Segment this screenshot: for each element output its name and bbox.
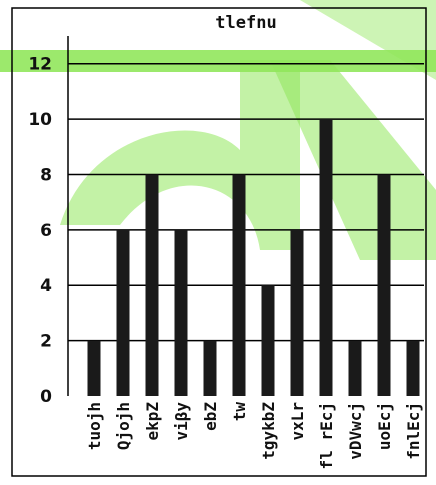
y-tick-label: 8 — [40, 165, 52, 185]
bar — [290, 229, 304, 396]
y-tick-label: 4 — [40, 276, 52, 296]
y-tick-label: 12 — [28, 55, 52, 75]
bar — [232, 174, 246, 396]
watermark-wedge — [300, 0, 436, 80]
bars — [87, 119, 420, 397]
bar — [406, 340, 420, 396]
x-tick-label: viβy — [172, 402, 191, 441]
x-tick-label: tw — [230, 402, 249, 422]
bar — [87, 340, 101, 396]
y-tick-label: 2 — [40, 332, 52, 352]
y-tick-label: 10 — [28, 110, 52, 130]
x-tick-label: ekpZ — [143, 402, 162, 441]
watermark-logo — [0, 0, 436, 260]
x-tick-label: tgykbZ — [259, 402, 278, 460]
chart-title: tlefnu — [215, 13, 276, 33]
bar — [145, 174, 159, 396]
x-axis-ticks: tuojh Qjojh ekpZ viβy ebZ tw tgykbZ vxLr fl rEcj… — [85, 402, 423, 470]
x-tick-label: fnlEcj — [404, 402, 423, 460]
bar — [174, 229, 188, 396]
y-axis-ticks: 0 2 4 6 8 10 12 — [28, 55, 52, 407]
x-tick-label: vDVwcj — [346, 402, 365, 460]
y-tick-label: 6 — [40, 221, 52, 241]
x-tick-label: tuojh — [85, 402, 104, 450]
watermark-band — [0, 50, 436, 72]
x-tick-label: uoEcj — [375, 402, 394, 450]
bar — [348, 340, 362, 396]
y-tick-label: 0 — [40, 387, 52, 407]
watermark-diagonal — [270, 60, 436, 260]
bar — [203, 340, 217, 396]
bar — [261, 285, 275, 396]
bar — [116, 229, 130, 396]
x-tick-label: ebZ — [201, 402, 220, 431]
x-tick-label: fl rEcj — [317, 402, 336, 469]
chart-border — [11, 7, 427, 477]
x-tick-label: Qjojh — [114, 402, 133, 450]
bar — [377, 174, 391, 396]
bar — [319, 119, 333, 397]
x-tick-label: vxLr — [288, 402, 307, 441]
watermark-arc — [60, 60, 300, 250]
